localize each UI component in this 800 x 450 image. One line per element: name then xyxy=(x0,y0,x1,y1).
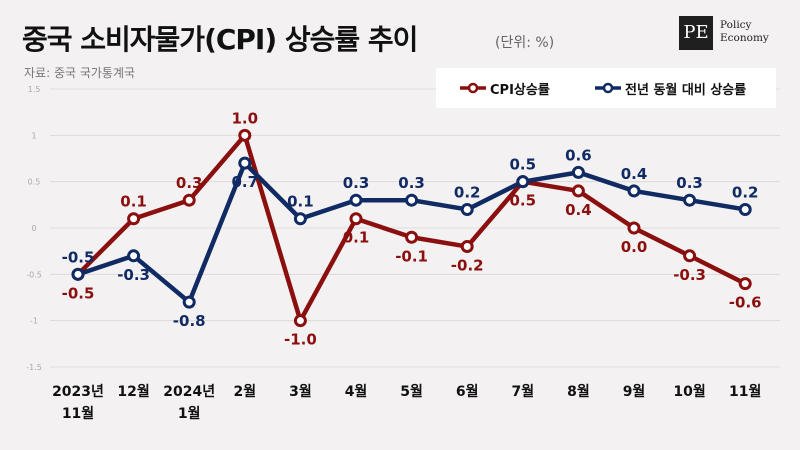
x-tick-label: 5월 xyxy=(400,383,423,400)
data-label-yoy: 0.2 xyxy=(732,183,759,201)
data-point-cpi xyxy=(293,314,307,328)
data-label-cpi: 0.4 xyxy=(565,201,592,219)
data-point-cpi xyxy=(238,128,252,142)
data-label-cpi: -0.6 xyxy=(729,294,762,312)
y-tick-label: -1.5 xyxy=(26,363,42,372)
data-point-cpi xyxy=(182,193,196,207)
data-point-yoy xyxy=(683,193,697,207)
x-tick-label: 8월 xyxy=(567,383,590,400)
legend-swatch-yoy xyxy=(595,82,621,94)
policy-economy-logo: PE Policy Economy xyxy=(679,16,791,54)
data-point-cpi xyxy=(460,240,474,254)
x-tick-label: 4월 xyxy=(345,383,368,400)
data-label-cpi: -0.3 xyxy=(673,266,706,284)
data-label-yoy: 0.6 xyxy=(565,146,592,164)
data-label-cpi: 0.3 xyxy=(176,174,203,192)
data-label-cpi: -0.5 xyxy=(62,284,95,302)
y-tick-label: -1 xyxy=(30,317,38,326)
x-tick-label: 6월 xyxy=(456,383,479,400)
data-point-cpi xyxy=(683,249,697,263)
data-label-yoy: 0.5 xyxy=(510,156,537,174)
x-tick-label: 10월 xyxy=(673,383,705,400)
data-label-yoy: 0.4 xyxy=(621,165,648,183)
y-tick-label: 0.5 xyxy=(28,178,41,187)
data-label-yoy: -0.8 xyxy=(173,312,206,330)
data-label-yoy: 0.7 xyxy=(232,173,259,191)
logo-line-1: Policy xyxy=(720,19,752,31)
x-tick-label: 2023년 xyxy=(52,384,104,400)
legend-item-cpi: CPI상승률 xyxy=(458,68,550,108)
data-label-cpi: -1.0 xyxy=(284,331,317,349)
y-tick-label: 0 xyxy=(31,224,36,233)
data-point-yoy xyxy=(349,193,363,207)
y-tick-label: -0.5 xyxy=(26,270,42,279)
data-label-yoy: 0.3 xyxy=(343,174,370,192)
data-label-yoy: 0.3 xyxy=(398,174,425,192)
data-point-yoy xyxy=(238,156,252,170)
x-tick-label: 11월 xyxy=(62,405,94,422)
logo-line-2: Economy xyxy=(720,32,769,44)
data-point-cpi xyxy=(349,212,363,226)
data-point-yoy xyxy=(71,267,85,281)
logo-mark: PE xyxy=(679,16,713,50)
data-point-cpi xyxy=(405,230,419,244)
data-label-yoy: 0.1 xyxy=(287,193,314,211)
data-point-cpi xyxy=(571,184,585,198)
data-label-yoy: -0.5 xyxy=(62,248,95,266)
data-point-yoy xyxy=(405,193,419,207)
data-point-cpi xyxy=(738,277,752,291)
data-label-cpi: -0.1 xyxy=(395,247,428,265)
data-label-yoy: -0.3 xyxy=(117,266,150,284)
y-tick-label: 1 xyxy=(31,131,36,140)
data-label-yoy: 0.2 xyxy=(454,183,481,201)
data-point-yoy xyxy=(571,165,585,179)
x-tick-label: 7월 xyxy=(511,383,534,400)
unit-label: (단위: %) xyxy=(495,35,555,51)
data-point-yoy xyxy=(293,212,307,226)
legend-label-yoy: 전년 동월 대비 상승률 xyxy=(625,82,747,98)
legend-label-cpi: CPI상승률 xyxy=(490,82,550,98)
y-tick-label: 1.5 xyxy=(28,85,41,94)
legend: CPI상승률 전년 동월 대비 상승률 xyxy=(436,68,776,108)
data-label-cpi: 0.1 xyxy=(120,193,147,211)
data-point-cpi xyxy=(127,212,141,226)
data-label-cpi: -0.2 xyxy=(451,257,484,275)
data-label-yoy: 0.3 xyxy=(676,174,703,192)
data-label-cpi: 0.5 xyxy=(510,192,537,210)
x-tick-label: 11월 xyxy=(729,383,761,400)
x-tick-label: 3월 xyxy=(289,383,312,400)
source-note: 자료: 중국 국가통계국 xyxy=(24,66,136,80)
x-tick-label: 2월 xyxy=(233,383,256,400)
data-point-yoy xyxy=(516,175,530,189)
data-point-yoy xyxy=(182,295,196,309)
data-point-yoy xyxy=(738,202,752,216)
data-point-yoy xyxy=(627,184,641,198)
x-tick-label: 12월 xyxy=(117,383,149,400)
data-point-yoy xyxy=(460,202,474,216)
x-tick-label: 1월 xyxy=(178,405,201,422)
x-tick-label: 2024년 xyxy=(163,384,215,400)
logo-wordmark: Policy Economy xyxy=(720,19,769,45)
data-point-cpi xyxy=(627,221,641,235)
data-label-cpi: 1.0 xyxy=(232,109,259,127)
chart-title: 중국 소비자물가(CPI) 상승률 추이 xyxy=(22,23,418,56)
legend-swatch-cpi xyxy=(460,82,486,94)
data-label-cpi: 0.1 xyxy=(343,229,370,247)
data-label-cpi: 0.0 xyxy=(621,238,648,256)
legend-item-yoy: 전년 동월 대비 상승률 xyxy=(593,68,746,108)
x-tick-label: 9월 xyxy=(623,383,646,400)
data-point-yoy xyxy=(127,249,141,263)
